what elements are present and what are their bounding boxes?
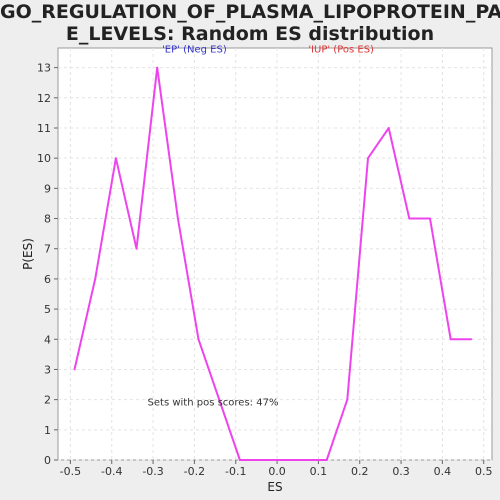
x-tick-label: -0.3 [142, 465, 163, 478]
grid-lines [58, 48, 492, 461]
data-point [176, 217, 179, 220]
data-point [135, 247, 138, 250]
x-tick-label: -0.2 [184, 465, 205, 478]
annotations: 'EP' (Neg ES) 'IUP' (Pos ES) Sets with pos… [148, 45, 375, 409]
y-tick-label: 4 [44, 333, 51, 346]
y-tick-label: 8 [44, 213, 51, 226]
annotation-label: 'EP' (Neg ES) [162, 45, 227, 56]
data-point [73, 368, 76, 371]
data-point [114, 157, 117, 160]
y-tick-label: 0 [44, 454, 51, 467]
x-tick-label: 0.0 [268, 465, 286, 478]
x-tick-label: -0.5 [60, 465, 81, 478]
x-tick-label: 0.3 [392, 465, 410, 478]
data-point [408, 217, 411, 220]
chart-title: GO_REGULATION_OF_PLASMA_LIPOPROTEIN_PART… [0, 1, 500, 45]
data-point [429, 217, 431, 220]
y-tick-label: 11 [37, 122, 51, 135]
y-tick-label: 5 [44, 303, 51, 316]
y-tick-label: 7 [44, 243, 51, 256]
data-point [156, 66, 159, 69]
y-tick-label: 12 [37, 92, 51, 105]
x-tick-label: 0.2 [351, 465, 369, 478]
data-point [94, 278, 97, 280]
annotation-label: 'IUP' (Pos ES) [308, 45, 374, 56]
x-tick-label: -0.4 [101, 465, 122, 478]
data-point [367, 157, 369, 160]
y-tick-label: 13 [37, 62, 51, 75]
series-lines [73, 66, 473, 461]
data-point [449, 338, 452, 341]
axis-ticks: -0.5 -0.4 -0.3 -0.2 -0.1 0.0 0.1 0.2 0.3 0.4 0.5 0 1… [37, 62, 492, 478]
y-tick-label: 3 [44, 363, 51, 376]
y-tick-label: 9 [44, 182, 51, 195]
data-point [470, 338, 473, 341]
x-tick-label: 0.1 [310, 465, 328, 478]
chart-title-line-1: GO_REGULATION_OF_PLASMA_LIPOPROTEIN_PART… [0, 1, 500, 23]
y-axis-label: P(ES) [21, 238, 35, 270]
data-point [346, 398, 349, 401]
plot-background [57, 47, 493, 461]
x-tick-label: -0.1 [225, 465, 246, 478]
y-tick-label: 10 [37, 152, 51, 165]
x-axis-label: ES [267, 480, 282, 494]
x-tick-label: 0.4 [434, 465, 452, 478]
data-point [387, 127, 390, 129]
y-tick-label: 6 [44, 273, 51, 286]
y-tick-label: 1 [44, 424, 51, 437]
data-point [197, 338, 200, 341]
data-point [218, 398, 221, 401]
data-point [238, 459, 241, 461]
chart-title-line-2: E_LEVELS: Random ES distribution [65, 23, 435, 45]
y-tick-label: 2 [44, 394, 51, 407]
x-tick-label: 0.5 [475, 465, 493, 478]
data-point [325, 459, 328, 461]
annotation-label: Sets with pos scores: 47% [148, 398, 279, 409]
